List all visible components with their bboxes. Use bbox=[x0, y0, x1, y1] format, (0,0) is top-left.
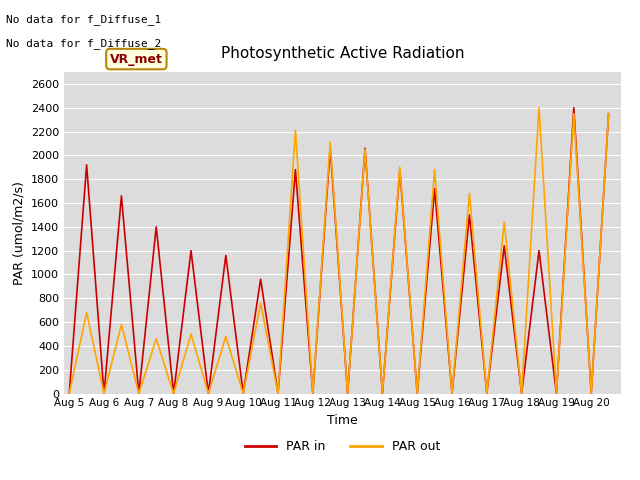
PAR out bbox=[152, 336, 160, 342]
Text: No data for f_Diffuse_1: No data for f_Diffuse_1 bbox=[6, 14, 162, 25]
PAR out bbox=[483, 391, 491, 396]
PAR in bbox=[570, 105, 578, 110]
PAR in bbox=[83, 162, 90, 168]
PAR out bbox=[222, 334, 230, 339]
PAR out bbox=[309, 391, 317, 396]
PAR out bbox=[518, 391, 525, 396]
PAR in bbox=[518, 391, 525, 396]
PAR in bbox=[152, 224, 160, 230]
PAR out bbox=[65, 391, 73, 396]
PAR in bbox=[379, 391, 387, 396]
Line: PAR in: PAR in bbox=[69, 108, 609, 394]
PAR in bbox=[396, 167, 404, 172]
PAR out bbox=[570, 111, 578, 117]
PAR in bbox=[465, 212, 473, 218]
PAR out bbox=[535, 105, 543, 110]
PAR out bbox=[170, 391, 177, 396]
Y-axis label: PAR (umol/m2/s): PAR (umol/m2/s) bbox=[12, 181, 26, 285]
PAR out bbox=[135, 391, 143, 396]
PAR in bbox=[535, 248, 543, 253]
PAR out bbox=[500, 219, 508, 225]
PAR out bbox=[361, 146, 369, 152]
PAR in bbox=[431, 186, 438, 192]
PAR in bbox=[605, 111, 612, 117]
PAR in bbox=[483, 391, 491, 396]
PAR out bbox=[605, 111, 612, 117]
PAR out bbox=[187, 331, 195, 337]
PAR in bbox=[413, 391, 421, 396]
PAR out bbox=[100, 391, 108, 396]
PAR in bbox=[170, 391, 177, 396]
PAR in bbox=[257, 276, 264, 282]
PAR out bbox=[379, 391, 387, 396]
PAR out bbox=[344, 391, 351, 396]
PAR in bbox=[361, 145, 369, 151]
PAR in bbox=[239, 391, 247, 396]
Legend: PAR in, PAR out: PAR in, PAR out bbox=[240, 435, 445, 458]
PAR in bbox=[187, 248, 195, 253]
PAR out bbox=[431, 167, 438, 172]
PAR out bbox=[257, 300, 264, 306]
PAR in bbox=[118, 193, 125, 199]
PAR out bbox=[205, 391, 212, 396]
PAR in bbox=[292, 167, 300, 172]
PAR out bbox=[448, 391, 456, 396]
PAR in bbox=[448, 391, 456, 396]
PAR out bbox=[118, 322, 125, 327]
PAR out bbox=[413, 391, 421, 396]
Text: VR_met: VR_met bbox=[110, 53, 163, 66]
Line: PAR out: PAR out bbox=[69, 108, 609, 394]
PAR in bbox=[222, 252, 230, 258]
PAR out bbox=[552, 391, 560, 396]
PAR in bbox=[344, 391, 351, 396]
PAR in bbox=[588, 391, 595, 396]
PAR out bbox=[274, 391, 282, 396]
X-axis label: Time: Time bbox=[327, 414, 358, 427]
PAR in bbox=[135, 391, 143, 396]
PAR out bbox=[465, 191, 473, 196]
PAR in bbox=[205, 391, 212, 396]
Text: No data for f_Diffuse_2: No data for f_Diffuse_2 bbox=[6, 38, 162, 49]
PAR in bbox=[100, 391, 108, 396]
PAR out bbox=[588, 391, 595, 396]
PAR in bbox=[309, 391, 317, 396]
PAR out bbox=[396, 165, 404, 170]
PAR in bbox=[65, 391, 73, 396]
PAR out bbox=[239, 391, 247, 396]
PAR out bbox=[83, 310, 90, 315]
PAR in bbox=[500, 243, 508, 249]
PAR in bbox=[274, 391, 282, 396]
Title: Photosynthetic Active Radiation: Photosynthetic Active Radiation bbox=[221, 46, 464, 61]
PAR out bbox=[326, 139, 334, 145]
PAR in bbox=[326, 145, 334, 151]
PAR in bbox=[552, 391, 560, 396]
PAR out bbox=[292, 128, 300, 133]
